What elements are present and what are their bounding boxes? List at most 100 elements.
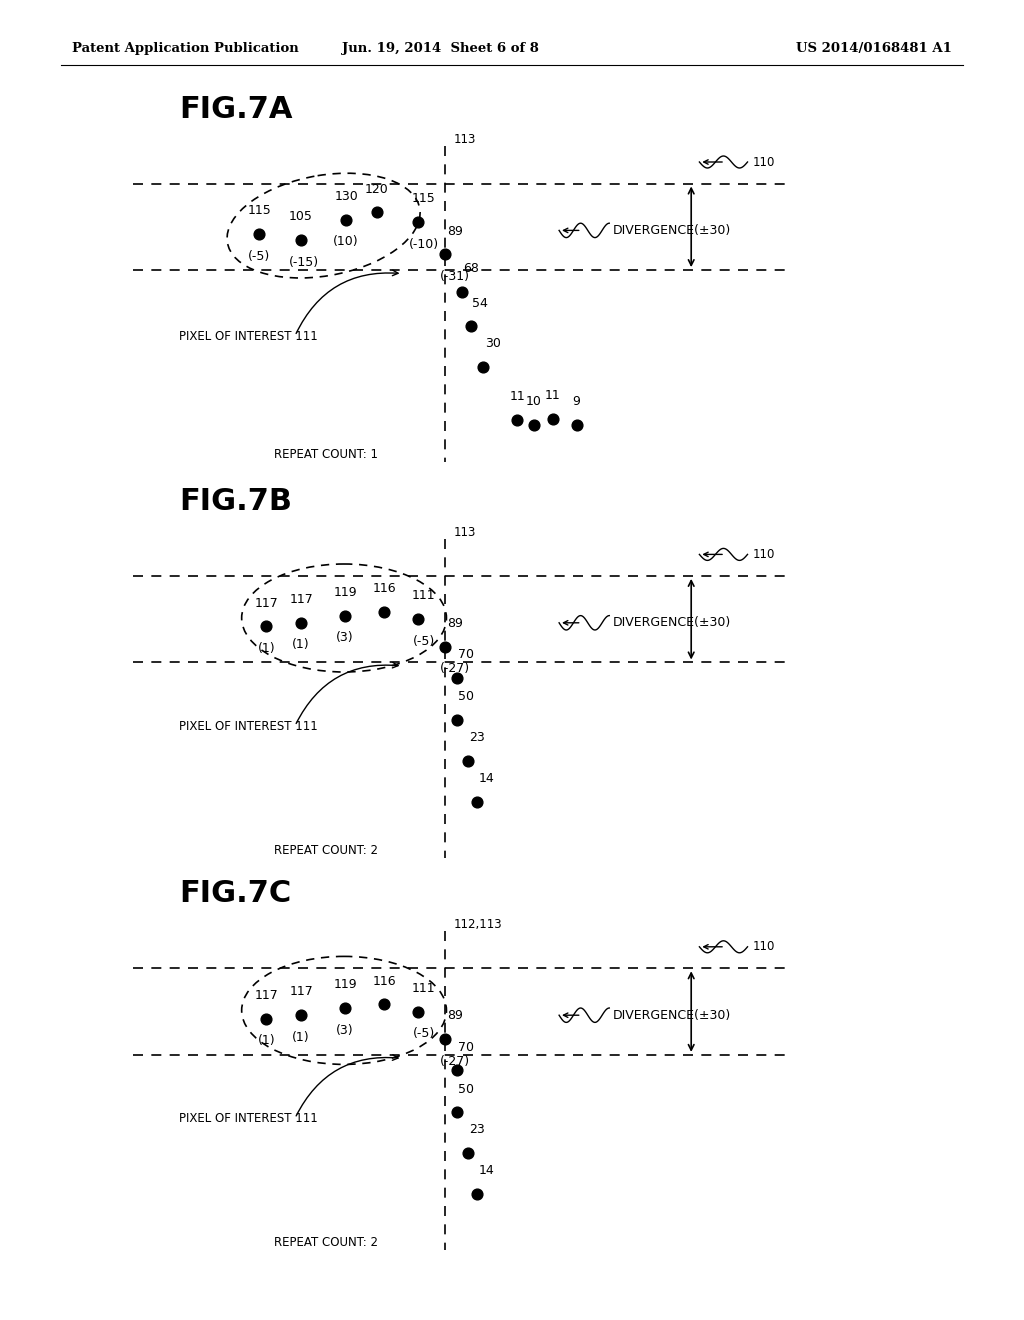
Text: 117: 117 (289, 986, 313, 998)
Point (337, 998, 353, 1019)
Text: FIG.7C: FIG.7C (179, 879, 292, 908)
Point (376, 994, 392, 1015)
Text: 70: 70 (458, 648, 474, 661)
Text: (3): (3) (336, 631, 354, 644)
Text: 70: 70 (458, 1040, 474, 1053)
Point (251, 223, 267, 244)
Text: (-27): (-27) (439, 663, 470, 676)
Text: (1): (1) (292, 639, 310, 651)
Text: 89: 89 (446, 224, 463, 238)
Text: (-5): (-5) (413, 635, 435, 648)
Text: REPEAT COUNT: 2: REPEAT COUNT: 2 (274, 1237, 379, 1249)
Text: 119: 119 (333, 586, 357, 599)
Text: (10): (10) (333, 235, 359, 248)
Text: DIVERGENCE(±30): DIVERGENCE(±30) (612, 616, 730, 630)
Point (293, 1005, 309, 1026)
Point (454, 281, 470, 302)
Point (437, 1028, 454, 1049)
Text: 89: 89 (446, 616, 463, 630)
Text: 130: 130 (334, 190, 358, 203)
Text: 10: 10 (525, 395, 542, 408)
Text: 111: 111 (412, 982, 436, 995)
Text: FIG.7B: FIG.7B (179, 487, 292, 516)
Text: 115: 115 (247, 205, 271, 218)
Point (469, 1184, 485, 1205)
Point (258, 616, 274, 638)
Text: Jun. 19, 2014  Sheet 6 of 8: Jun. 19, 2014 Sheet 6 of 8 (342, 42, 539, 55)
Text: (-27): (-27) (439, 1055, 470, 1068)
Text: (-31): (-31) (439, 271, 470, 282)
Text: 105: 105 (289, 210, 313, 223)
Text: 117: 117 (254, 597, 279, 610)
Text: 14: 14 (478, 1164, 495, 1177)
Point (449, 1102, 465, 1123)
Text: (-10): (-10) (409, 238, 439, 251)
Text: 11: 11 (545, 389, 561, 403)
Text: REPEAT COUNT: 2: REPEAT COUNT: 2 (274, 843, 379, 857)
Text: (-5): (-5) (248, 249, 270, 263)
Text: 11: 11 (509, 391, 525, 403)
Text: 113: 113 (454, 133, 476, 147)
Text: Patent Application Publication: Patent Application Publication (72, 42, 298, 55)
Point (376, 602, 392, 623)
Point (437, 244, 454, 265)
Text: PIXEL OF INTEREST 111: PIXEL OF INTEREST 111 (179, 719, 317, 733)
Text: 120: 120 (365, 182, 389, 195)
Point (337, 605, 353, 626)
Point (545, 408, 561, 429)
Point (338, 209, 354, 230)
Text: PIXEL OF INTEREST 111: PIXEL OF INTEREST 111 (179, 330, 317, 342)
Text: FIG.7A: FIG.7A (179, 95, 293, 124)
Text: 116: 116 (372, 582, 396, 595)
Text: 113: 113 (454, 525, 476, 539)
Point (293, 230, 309, 251)
Text: 110: 110 (753, 156, 775, 169)
Text: REPEAT COUNT: 1: REPEAT COUNT: 1 (274, 447, 379, 461)
Text: 112,113: 112,113 (454, 919, 502, 931)
Text: (3): (3) (336, 1023, 354, 1036)
Text: 9: 9 (572, 395, 581, 408)
Point (475, 356, 492, 378)
Point (449, 709, 465, 730)
Text: 89: 89 (446, 1010, 463, 1023)
Text: 50: 50 (458, 1082, 474, 1096)
Point (449, 1060, 465, 1081)
Point (460, 1143, 476, 1164)
Text: 68: 68 (463, 261, 479, 275)
Point (449, 668, 465, 689)
Point (410, 211, 426, 232)
Text: 110: 110 (753, 940, 775, 953)
Text: 111: 111 (412, 590, 436, 602)
Text: (-5): (-5) (413, 1027, 435, 1040)
Text: 50: 50 (458, 690, 474, 704)
Point (460, 750, 476, 771)
Text: DIVERGENCE(±30): DIVERGENCE(±30) (612, 1008, 730, 1022)
Text: (-15): (-15) (289, 256, 319, 268)
Text: PIXEL OF INTEREST 111: PIXEL OF INTEREST 111 (179, 1111, 317, 1125)
Text: 54: 54 (472, 297, 488, 310)
Text: 117: 117 (289, 593, 313, 606)
Point (410, 1001, 426, 1022)
Point (525, 414, 542, 436)
Text: (1): (1) (257, 642, 275, 655)
Point (568, 414, 585, 436)
Text: US 2014/0168481 A1: US 2014/0168481 A1 (797, 42, 952, 55)
Text: 23: 23 (469, 731, 485, 744)
Text: 119: 119 (333, 978, 357, 991)
Point (258, 1008, 274, 1030)
Text: 14: 14 (478, 772, 495, 785)
Text: (1): (1) (257, 1035, 275, 1047)
Text: 116: 116 (372, 974, 396, 987)
Text: (1): (1) (292, 1031, 310, 1044)
Text: 23: 23 (469, 1123, 485, 1137)
Text: DIVERGENCE(±30): DIVERGENCE(±30) (612, 224, 730, 236)
Text: 30: 30 (484, 338, 501, 350)
Text: 115: 115 (412, 193, 436, 205)
Text: 117: 117 (254, 989, 279, 1002)
Point (369, 202, 385, 223)
Point (469, 791, 485, 812)
Point (410, 609, 426, 630)
Point (293, 612, 309, 634)
Point (437, 636, 454, 657)
Point (509, 409, 525, 430)
